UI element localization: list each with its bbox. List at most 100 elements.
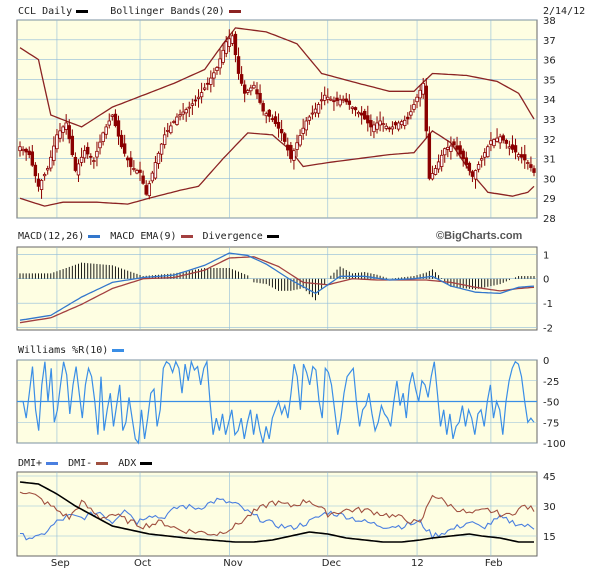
candle-body [70, 135, 75, 156]
macd-label: MACD(12,26) [18, 231, 85, 242]
panel-3: 0 -25 -50 -75 -100 [16, 356, 566, 450]
candle-body [218, 58, 222, 69]
williams-line [20, 359, 535, 445]
candle-body [42, 174, 47, 177]
price-legend: CCL Daily Bollinger Bands(20) [18, 6, 245, 17]
candle-body [353, 107, 358, 111]
candle-body [270, 118, 275, 120]
candle-body [313, 108, 318, 114]
dmi-minus-swatch [96, 461, 109, 465]
candle-body [341, 98, 345, 101]
x-tick-label: Feb [485, 558, 503, 569]
candle-body [479, 158, 484, 161]
panel-4: 45 30 15 [16, 471, 556, 557]
y-tick-label: 45 [543, 472, 556, 483]
candle-body [319, 99, 324, 102]
candle-body [101, 132, 105, 142]
macd-legend: MACD(12,26) MACD EMA(9) Divergence [18, 231, 283, 242]
candle-body [61, 126, 65, 133]
candle-body [470, 171, 475, 177]
y-tick-label: -75 [543, 418, 559, 429]
candle-body [27, 150, 31, 156]
candle-body [529, 164, 533, 168]
y-tick-label: 15 [543, 532, 556, 543]
dmi-plus-line [19, 497, 535, 541]
candle-body [387, 127, 392, 130]
candle-body [73, 156, 78, 171]
candle-body [82, 150, 87, 159]
candle-body [495, 137, 499, 142]
candle-body [166, 129, 170, 132]
candle-body [292, 150, 296, 161]
symbol-label: CCL Daily [18, 6, 73, 17]
candle-body [504, 139, 508, 144]
candle-body [430, 173, 435, 180]
candle-body [264, 113, 268, 117]
candle-body [273, 116, 278, 125]
bollinger-label: Bollinger Bands(20) [110, 6, 225, 17]
candle-body [58, 130, 62, 139]
x-tick-label: Sep [51, 558, 70, 569]
candle-body [153, 162, 158, 179]
candle-body [249, 87, 253, 92]
candle-body [381, 123, 385, 126]
candle-body [190, 103, 195, 106]
candle-body [141, 175, 145, 184]
williams-legend: Williams %R(10) [18, 345, 128, 356]
candle-body [378, 120, 382, 126]
candle-body [452, 141, 456, 146]
candle-body [501, 135, 505, 141]
candle-body [138, 169, 142, 173]
candle-body [199, 92, 204, 98]
candle-body [403, 119, 407, 126]
candle-body [476, 164, 481, 170]
candle-body [92, 160, 96, 162]
candle-body [279, 129, 284, 134]
candle-body [233, 33, 238, 56]
candle-body [304, 120, 308, 131]
candle-body [258, 92, 262, 103]
candle-body [458, 145, 462, 155]
candle-body [86, 146, 90, 155]
candle-body [132, 168, 136, 170]
candle-body [498, 136, 502, 144]
candle-body [516, 154, 521, 158]
candle-body [255, 89, 259, 95]
bollinger-swatch [228, 9, 241, 13]
candle-body [175, 116, 179, 125]
candle-body [307, 116, 312, 121]
panel-2: 1 0 -1 -2 [16, 246, 553, 335]
candle-body [326, 96, 330, 100]
candle-body [424, 85, 428, 132]
candle-body [519, 154, 524, 158]
dmi-legend: DMI+ DMI- ADX [18, 458, 156, 469]
y-tick-label: -2 [543, 324, 553, 335]
candle-body [338, 99, 342, 106]
candle-body [455, 145, 459, 150]
y-tick-label: 29 [543, 194, 556, 205]
candle-body [21, 148, 25, 151]
macd-line [19, 252, 535, 321]
candle-body [486, 146, 490, 158]
dmi-plus-label: DMI+ [18, 458, 43, 469]
candle-body [390, 126, 395, 130]
candle-body [347, 100, 352, 105]
candle-body [446, 146, 450, 150]
candle-body [492, 139, 496, 147]
candle-body [33, 164, 38, 177]
adx-label: ADX [118, 458, 137, 469]
candle-body [461, 150, 465, 159]
candle-body [147, 183, 151, 197]
panel-background [16, 471, 538, 557]
candle-body [282, 133, 287, 142]
candle-body [366, 115, 370, 124]
x-tick-label: Dec [322, 558, 341, 569]
candle-body [372, 124, 376, 133]
candle-body [510, 144, 515, 150]
candle-body [46, 168, 50, 171]
divergence-label: Divergence [202, 231, 263, 242]
candle-body [532, 168, 536, 173]
candle-body [181, 111, 185, 115]
candle-body [409, 111, 413, 116]
candle-body [156, 152, 161, 164]
